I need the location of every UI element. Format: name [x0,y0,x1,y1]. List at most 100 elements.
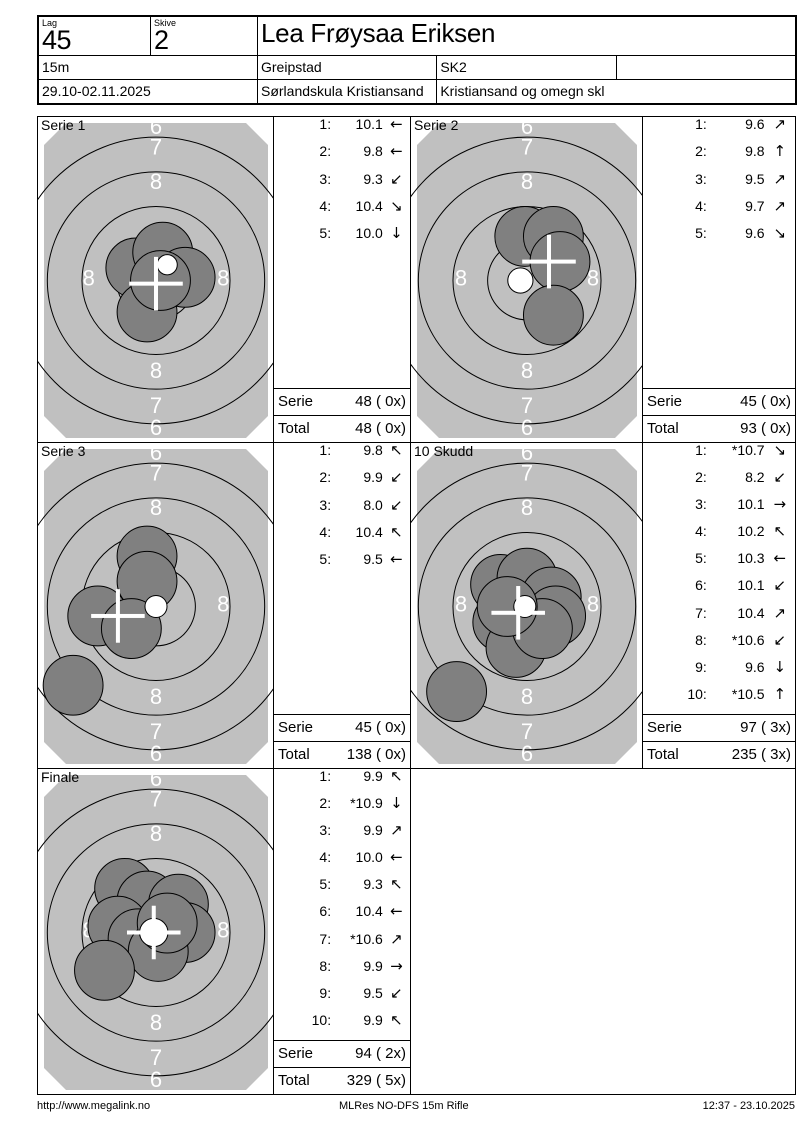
ring-number: 6 [150,769,162,791]
ring-number: 7 [521,719,533,744]
serie-score-3: 97 ( 3x) [740,719,791,736]
shot-index: 7: [695,604,707,621]
shot-direction-arrow-icon: ↗ [773,196,787,215]
ring-number: 7 [150,1045,162,1070]
shot-row: 3: 9.5 ↗ [643,169,795,199]
shot-row: 6: 10.4 ← [274,904,410,931]
shot-direction: ↓ [383,226,410,253]
shot-index: 5: [319,876,332,893]
footer-url[interactable]: http://www.megalink.no [37,1100,151,1112]
shot-direction-arrow-icon: ↓ [390,794,403,813]
shot-value: *10.5 [731,685,765,702]
serie-row-1: Serie 45 ( 0x) [643,388,795,415]
serie-label-2: Serie [278,719,314,736]
shot-direction: ↙ [765,578,795,605]
shot-direction-arrow-icon: ← [390,142,403,161]
shot-index: 3: [319,170,332,187]
shot-row: 9: 9.6 ↓ [643,659,795,687]
shot-index: 8: [695,631,707,648]
shot-direction-arrow-icon: ← [390,115,403,133]
shot-direction: ↙ [383,985,410,1013]
shot-value: 9.3 [363,170,383,187]
shot-index: 1: [695,442,707,458]
shot-list-4: 1: 9.9 ↖ 2: *10.9 ↓ 3: 9.9 ↗ 4: 10.0 ← 5: 9.3 ↖ 6: 10.4 ←… [274,768,410,1040]
total-row-1: Total 93 ( 0x) [643,415,795,442]
group-center-crosshair-icon [129,256,183,311]
shot-value: 8.2 [745,469,765,486]
total-score-3: 235 ( 3x) [731,746,791,763]
total-label-1: Total [647,420,679,437]
shot-direction: ↗ [383,929,410,959]
shot-value: 8.0 [363,496,383,513]
shot-direction-arrow-icon: ↗ [390,821,403,840]
total-row-2: Total 138 ( 0x) [274,741,410,768]
ring-number: 8 [521,358,533,383]
shot-index: 3: [319,496,332,513]
target-ring [81,857,231,1008]
center-marker [144,594,168,619]
shot-row: 9: 9.5 ↙ [274,984,410,1013]
shot-direction-arrow-icon: ← [773,549,787,568]
shot-value: 9.6 [745,225,765,242]
total-label-2: Total [278,746,310,763]
ring-number: 7 [521,135,533,160]
shot-direction: ↙ [765,632,795,660]
ring-number: 8 [217,266,229,291]
summary-4: Serie 94 ( 2x) Total 329 ( 5x) [274,1040,410,1094]
date-range-cell: 29.10-02.11.2025 [38,79,258,104]
ring-number: 8 [150,169,162,194]
lag-label: Lag [42,18,58,28]
shot-direction-arrow-icon: ↗ [773,169,787,188]
ring-number: 7 [150,787,162,812]
shot-direction: → [765,497,795,524]
shot-hole [426,661,488,722]
shot-direction: ← [383,117,410,144]
shot-direction-arrow-icon: ↗ [773,603,787,622]
venue-cell: Sørlandskula Kristiansand [256,79,438,104]
shot-direction-arrow-icon: ↖ [390,441,403,459]
ring-number: 8 [455,266,467,291]
shot-direction: ↘ [383,198,410,226]
shot-list-0: 1: 10.1 ← 2: 9.8 ← 3: 9.3 ↙ 4: 10.4 ↘ 5: 10.0 ↓ [274,116,410,253]
serie-label-3: Serie [647,719,683,736]
ring-number: 7 [150,135,162,160]
shot-hole [74,939,135,1001]
serie-score-2: 45 ( 0x) [355,719,406,736]
shot-index: 10: [311,1011,332,1028]
ring-number: 8 [150,821,162,846]
summary-1: Serie 45 ( 0x) Total 93 ( 0x) [643,388,795,442]
shot-row: 1: 9.9 ↖ [274,768,410,796]
class-cell: SK2 [436,55,617,80]
shot-value: 9.6 [745,116,765,132]
shot-row: 10: 9.9 ↖ [274,1011,410,1040]
shot-direction-arrow-icon: → [773,495,787,514]
shot-value: 10.4 [355,197,383,214]
shot-direction-arrow-icon: ← [390,902,403,921]
total-row-3: Total 235 ( 3x) [643,741,795,768]
shot-direction-arrow-icon: ↗ [390,929,403,948]
shot-index: 2: [695,143,707,160]
shot-index: 10: [687,685,707,702]
group-center-crosshair-icon [91,589,145,643]
shot-value: 9.5 [363,984,383,1001]
serie-score-4: 94 ( 2x) [355,1045,406,1062]
shot-index: 7: [319,930,332,947]
shot-table: 1: *10.7 ↘ 2: 8.2 ↙ 3: 10.1 → 4: 10.2 ↖ 5: 10.3 ← 6: 10.… [643,442,795,714]
shot-direction: ↓ [383,796,410,823]
shot-direction-arrow-icon: ↖ [390,875,403,894]
class-extra-cell [615,55,797,80]
shot-index: 1: [319,768,332,784]
shot-row: 4: 10.4 ↘ [274,197,410,226]
shot-direction: ← [383,904,410,931]
target-ring [38,462,273,751]
shooter-name: Lea Frøysaa Eriksen [257,16,796,56]
shot-hole [42,654,104,716]
shot-index: 3: [695,496,707,513]
shot-direction: ↗ [765,603,795,633]
shot-value: 10.0 [355,849,383,866]
